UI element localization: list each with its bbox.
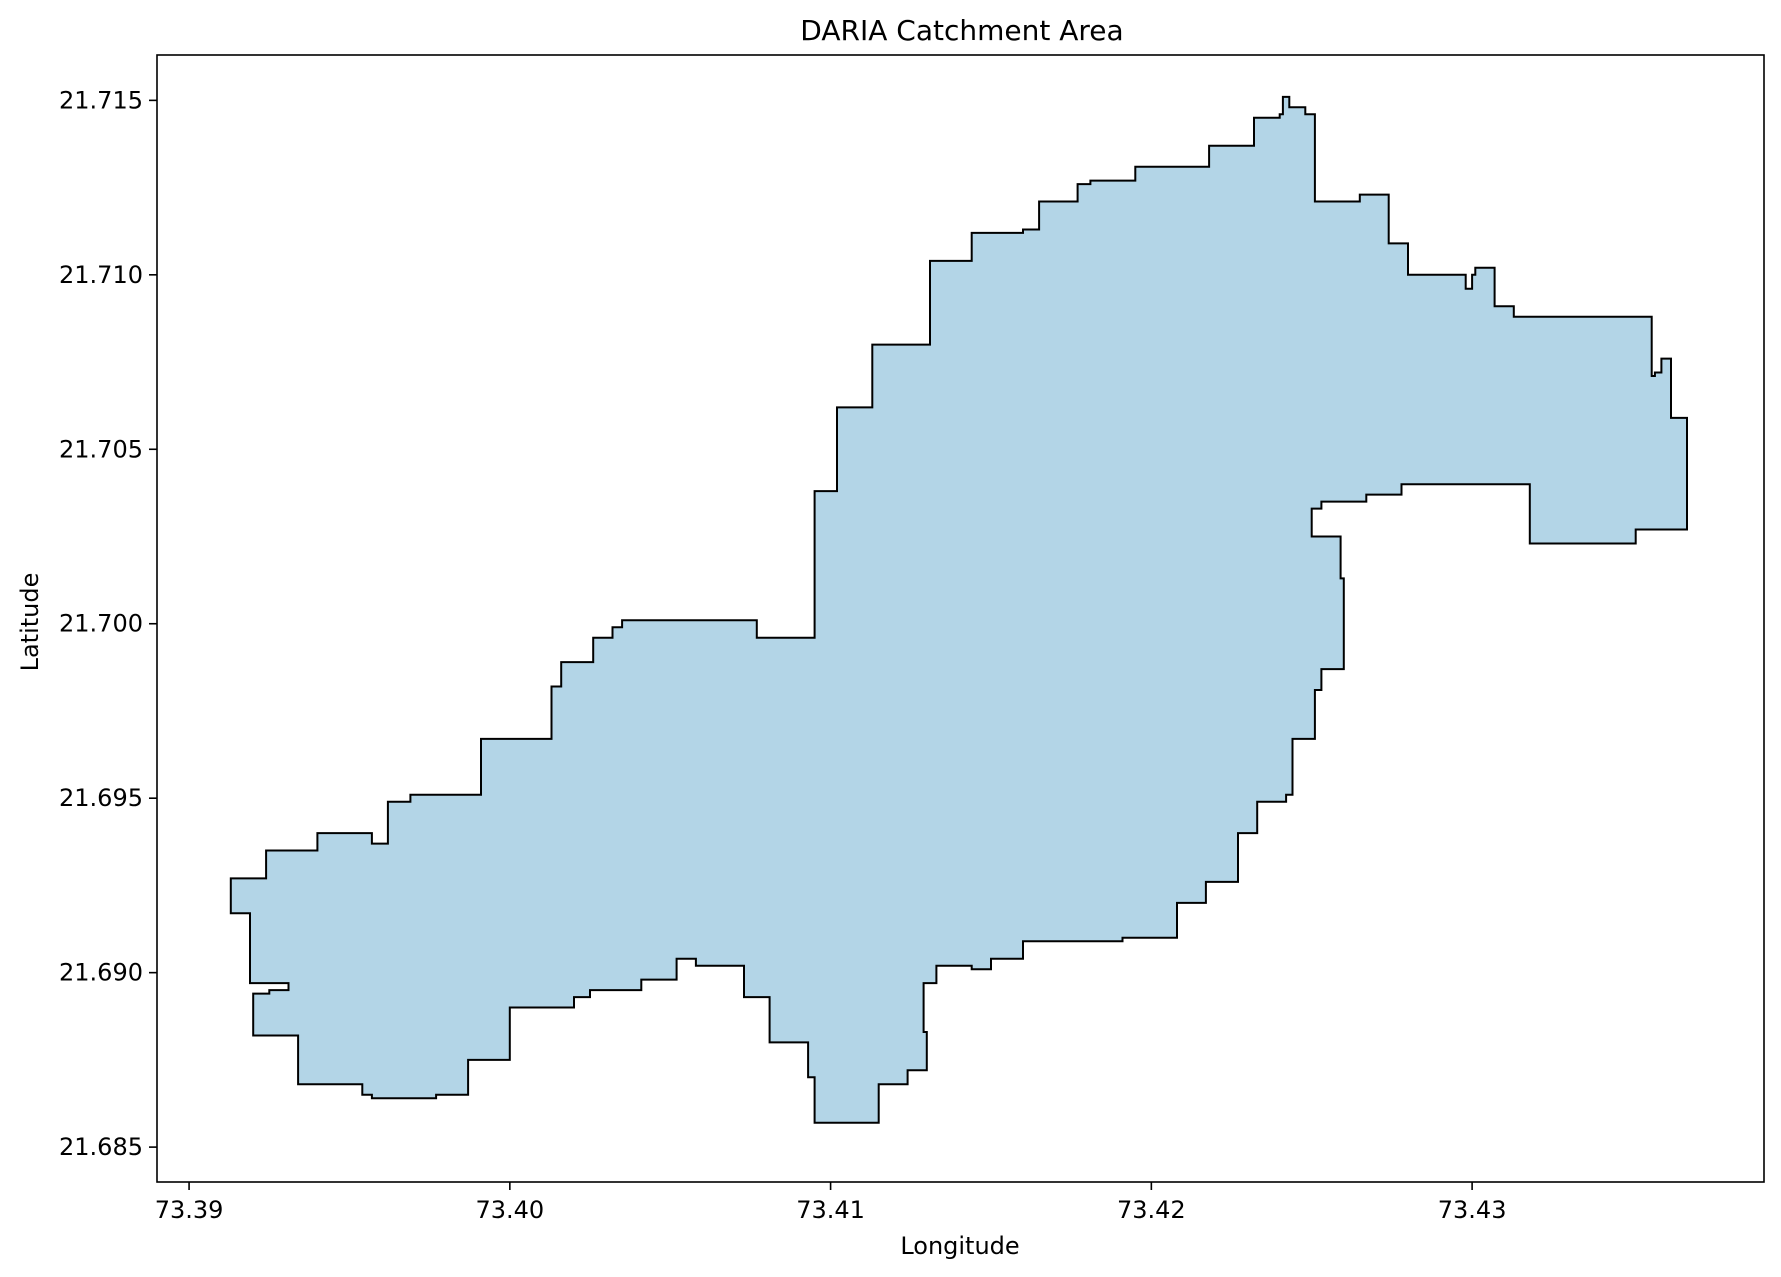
x-tick-label: 73.40	[475, 1196, 544, 1224]
catchment-polygon	[229, 95, 1688, 1124]
y-tick-label: 21.690	[59, 959, 143, 987]
x-tick-label: 73.42	[1117, 1196, 1186, 1224]
y-tick-label: 21.685	[59, 1133, 143, 1161]
y-tick-label: 21.705	[59, 435, 143, 463]
y-tick-label: 21.710	[59, 261, 143, 289]
y-tick-label: 21.715	[59, 86, 143, 114]
y-tick-label: 21.700	[59, 610, 143, 638]
x-tick-label: 73.41	[796, 1196, 865, 1224]
x-axis-ticks: 73.39 73.40 73.41 73.42 73.43	[155, 1182, 1507, 1224]
y-axis-ticks: 21.685 21.690 21.695 21.700 21.705 21.710 21.7…	[59, 86, 157, 1161]
x-tick-label: 73.39	[155, 1196, 224, 1224]
chart-title: DARIA Catchment Area	[800, 14, 1123, 47]
axes-frame	[156, 54, 1765, 1183]
y-axis-label: Latitude	[16, 573, 44, 672]
x-tick-label: 73.43	[1438, 1196, 1507, 1224]
y-tick-label: 21.695	[59, 784, 143, 812]
plot-area	[156, 54, 1765, 1183]
x-axis-label: Longitude	[900, 1232, 1019, 1260]
